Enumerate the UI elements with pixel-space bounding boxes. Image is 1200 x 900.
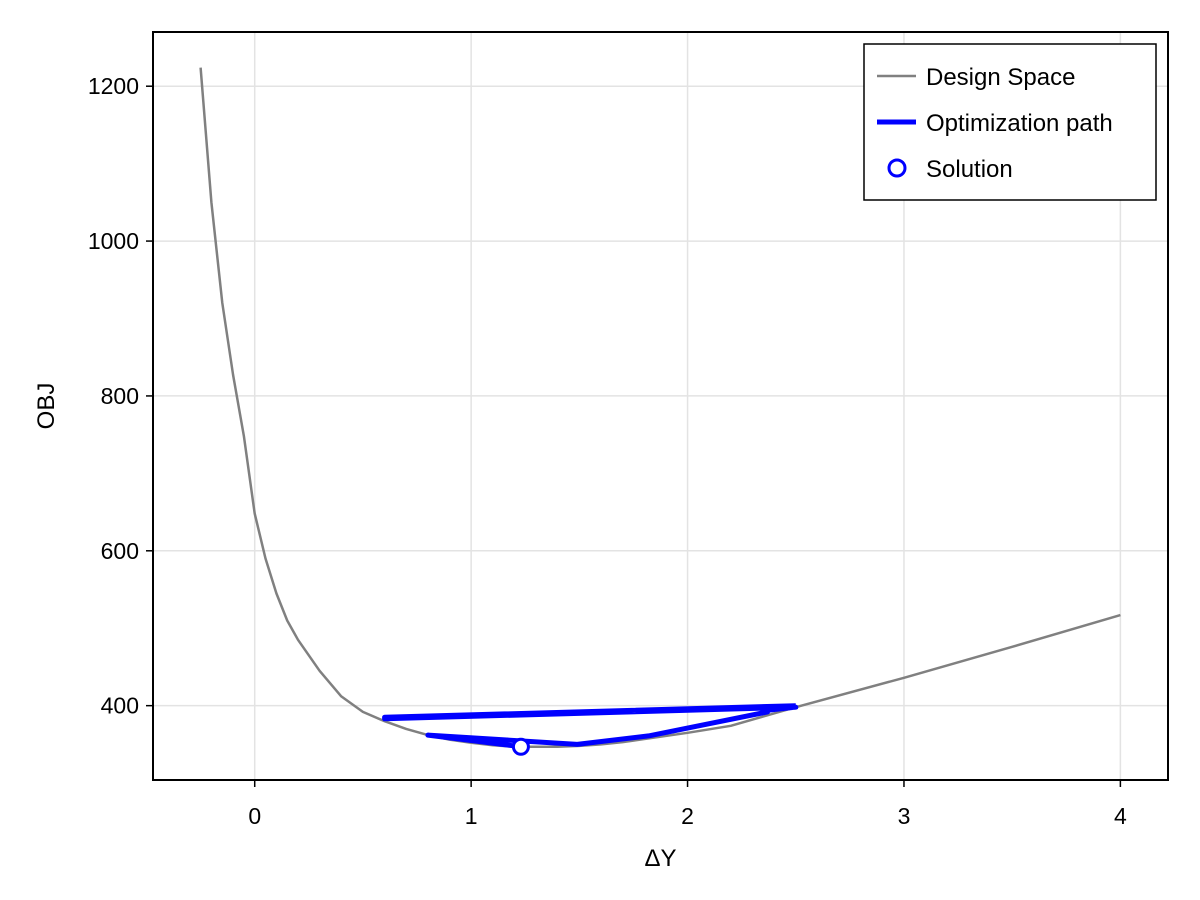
y-axis-label: OBJ bbox=[33, 383, 60, 430]
legend-label-optimization-path: Optimization path bbox=[926, 110, 1113, 137]
plot-area bbox=[199, 67, 1121, 756]
legend: Design Space Optimization path Solution bbox=[863, 43, 1157, 201]
y-tick-label: 800 bbox=[101, 383, 139, 409]
axis-ticks: 0 1 2 3 4 400 600 800 1000 1200 bbox=[88, 73, 1127, 829]
y-tick-label: 400 bbox=[101, 693, 139, 719]
x-tick-label: 1 bbox=[465, 803, 478, 829]
legend-swatch-solution bbox=[887, 158, 907, 178]
x-axis-label: ΔY bbox=[644, 845, 676, 872]
x-tick-label: 0 bbox=[248, 803, 261, 829]
x-tick-label: 4 bbox=[1114, 803, 1127, 829]
solution-point bbox=[511, 737, 530, 756]
x-tick-label: 3 bbox=[898, 803, 911, 829]
optimization-path-line bbox=[382, 703, 799, 750]
legend-label-solution: Solution bbox=[926, 156, 1013, 183]
y-tick-label: 1000 bbox=[88, 228, 139, 254]
y-tick-label: 600 bbox=[101, 538, 139, 564]
x-tick-label: 2 bbox=[681, 803, 694, 829]
plot-frame bbox=[152, 31, 1169, 781]
legend-label-design-space: Design Space bbox=[926, 64, 1075, 91]
y-tick-label: 1200 bbox=[88, 73, 139, 99]
